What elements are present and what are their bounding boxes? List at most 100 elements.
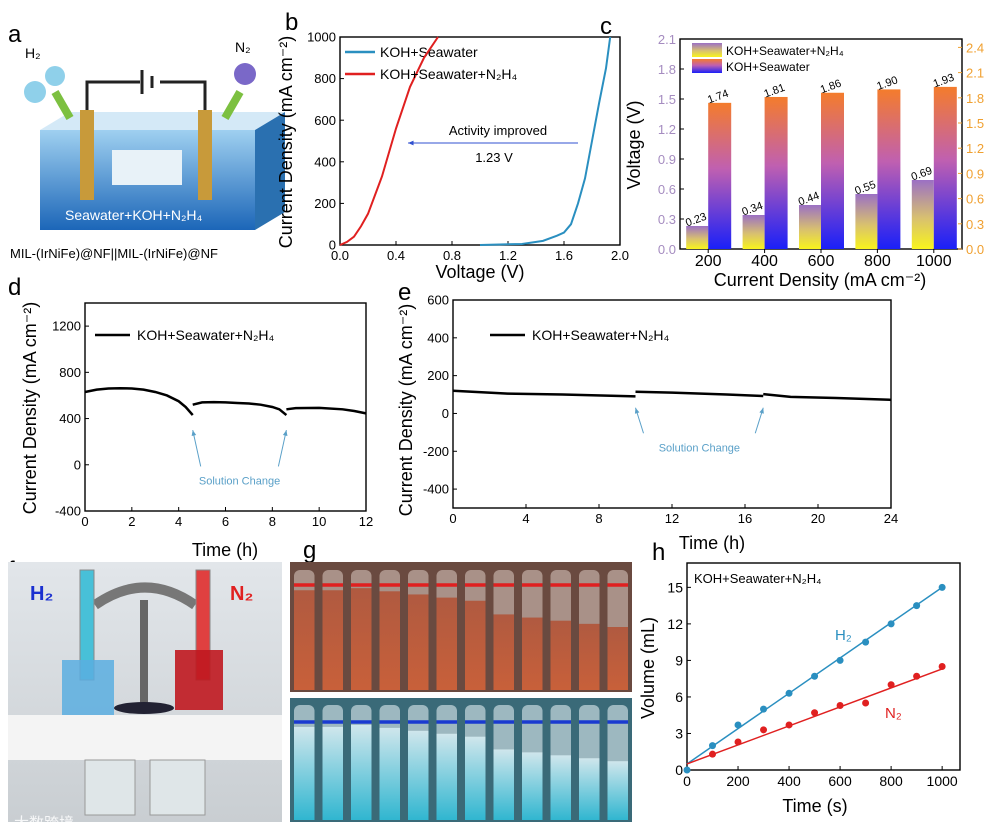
legend-label: KOH+Seawater+N₂H₄ [532, 327, 669, 343]
n2-beaker [175, 650, 223, 710]
annotation-text: 1.23 V [475, 150, 513, 165]
data-point [760, 726, 768, 734]
legend-label: KOH+Seawater+N₂H₄ [726, 44, 844, 58]
y-tick-label: 800 [314, 71, 336, 86]
stand-base [114, 702, 174, 714]
panel-label-h: h [652, 539, 665, 566]
cathode-electrode [80, 110, 94, 200]
y-tick-label-left: 0.0 [658, 242, 676, 257]
vial-liquid [465, 736, 486, 820]
panel-f-photo: H₂ N₂ 大数跨境 [8, 562, 282, 832]
stand-rod [140, 600, 148, 710]
bar-seawater [708, 102, 732, 249]
wire [85, 80, 207, 110]
x-tick-label: 2.0 [611, 248, 629, 263]
y-tick-label-right: 2.1 [966, 66, 984, 81]
bar-n2h4 [799, 205, 821, 249]
data-point [683, 766, 691, 774]
data-point [709, 742, 717, 750]
y-tick-label: 0 [74, 457, 81, 472]
plot-frame [452, 299, 892, 509]
legend-label: KOH+Seawater+N₂H₄ [380, 66, 517, 82]
annotation-text: Activity improved [449, 123, 547, 138]
x-tick-label: 16 [738, 511, 752, 526]
data-point [734, 738, 742, 746]
y-tick-label-right: 0.6 [966, 192, 984, 207]
y-tick-label: 0 [329, 238, 336, 253]
panel-label-c: c [600, 13, 612, 40]
y-tick-label-right: 0.0 [966, 242, 984, 257]
y-tick-label: -400 [55, 504, 81, 519]
data-point [913, 602, 921, 610]
legend-label: KOH+Seawater [726, 60, 810, 74]
bar-seawater [933, 86, 957, 249]
y-tick-label: 600 [427, 293, 449, 308]
y-axis-label: Current Density (mA cm⁻²) [396, 304, 416, 517]
y-tick-label: 6 [675, 689, 683, 705]
x-axis-label: Time (s) [782, 796, 847, 816]
vial-liquid [607, 761, 628, 820]
data-point [938, 583, 946, 591]
bar-seawater [877, 89, 901, 250]
y-tick-label: -400 [423, 482, 449, 497]
series-line [339, 36, 439, 246]
h2-bubble-icon [45, 66, 65, 86]
bar-n2h4 [742, 215, 765, 249]
vial-liquid [493, 749, 514, 820]
h2-bubble-icon [24, 81, 46, 103]
x-tick-label: 0.4 [387, 248, 405, 263]
vial-liquid [294, 726, 315, 820]
y-tick-label: 12 [667, 616, 683, 632]
data-point [785, 721, 793, 729]
bar-seawater [821, 92, 844, 249]
h2-beaker [62, 660, 114, 715]
vial-liquid [550, 755, 571, 820]
x-tick-label: 200 [695, 253, 722, 270]
panel-labels: b c d e f g h [8, 9, 665, 584]
y-tick-label: 200 [314, 196, 336, 211]
y-tick-label-right: 1.2 [966, 141, 984, 156]
x-tick-label: 12 [359, 514, 373, 529]
panel-label-b: b [285, 9, 298, 36]
vial-liquid [522, 617, 543, 690]
vial-liquid [322, 726, 343, 820]
vial-liquid [379, 591, 400, 690]
bar-n2h4 [686, 226, 709, 249]
x-tick-label: 0.0 [331, 248, 349, 263]
data-point [938, 663, 946, 670]
x-tick-label: 1000 [927, 773, 958, 789]
data-point [862, 699, 870, 707]
y-tick-label-right: 0.3 [966, 217, 984, 232]
watermark: 大数跨境 [14, 814, 74, 832]
data-point [709, 750, 717, 758]
y-tick-label: 800 [59, 365, 81, 380]
vial-liquid [408, 594, 429, 690]
data-point [760, 705, 768, 713]
h2-label: H₂ [25, 45, 41, 61]
series-line [479, 36, 612, 246]
photo-bottom-row [290, 698, 632, 822]
vial-liquid [493, 614, 514, 690]
y-tick-label: 15 [667, 579, 683, 595]
series-line [635, 390, 764, 398]
y-tick-label-left: 2.1 [658, 32, 676, 47]
series-line [452, 389, 636, 398]
y-axis-label: Current Density (mA cm⁻²) [276, 36, 296, 249]
x-tick-label: 4 [522, 511, 529, 526]
bar-n2h4 [911, 180, 934, 249]
y-tick-label: 200 [427, 368, 449, 383]
x-tick-label: 800 [879, 773, 903, 789]
y-axis-label: Current Density (mA cm⁻²) [20, 302, 40, 515]
legend-label: KOH+Seawater+N₂H₄ [137, 327, 274, 343]
x-tick-label: 6 [222, 514, 229, 529]
y-tick-label-left: 1.8 [658, 62, 676, 77]
vial-liquid [408, 730, 429, 820]
vial-liquid [436, 597, 457, 690]
data-point [785, 689, 793, 697]
x-tick-label: 600 [808, 253, 835, 270]
y-tick-label: 3 [675, 725, 683, 741]
x-tick-label: 0 [449, 511, 456, 526]
x-axis-label: Current Density (mA cm⁻²) [714, 270, 927, 290]
bar-n2h4 [855, 194, 878, 249]
vial-liquid [579, 758, 600, 820]
